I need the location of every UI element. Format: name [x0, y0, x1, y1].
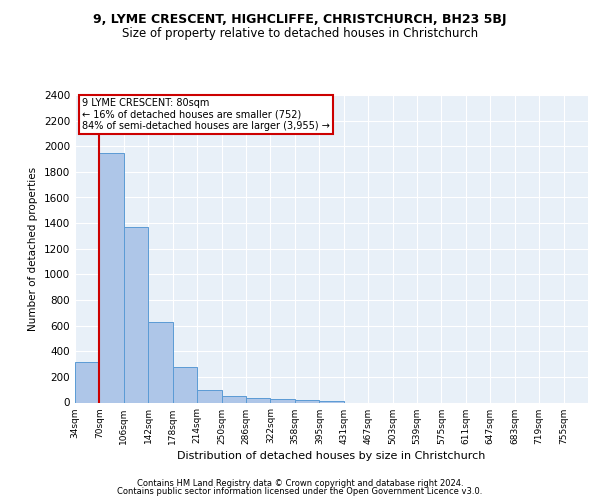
- Y-axis label: Number of detached properties: Number of detached properties: [28, 166, 38, 331]
- Bar: [197, 390, 221, 402]
- Bar: [75, 362, 100, 403]
- Bar: [148, 322, 173, 402]
- Bar: [295, 400, 319, 402]
- Bar: [173, 366, 197, 402]
- Bar: [246, 398, 271, 402]
- Text: Contains HM Land Registry data © Crown copyright and database right 2024.: Contains HM Land Registry data © Crown c…: [137, 478, 463, 488]
- X-axis label: Distribution of detached houses by size in Christchurch: Distribution of detached houses by size …: [178, 450, 485, 460]
- Bar: [271, 399, 295, 402]
- Bar: [100, 152, 124, 402]
- Text: Contains public sector information licensed under the Open Government Licence v3: Contains public sector information licen…: [118, 487, 482, 496]
- Text: 9, LYME CRESCENT, HIGHCLIFFE, CHRISTCHURCH, BH23 5BJ: 9, LYME CRESCENT, HIGHCLIFFE, CHRISTCHUR…: [93, 12, 507, 26]
- Bar: [221, 396, 246, 402]
- Bar: [124, 227, 148, 402]
- Text: Size of property relative to detached houses in Christchurch: Size of property relative to detached ho…: [122, 28, 478, 40]
- Bar: [319, 400, 344, 402]
- Text: 9 LYME CRESCENT: 80sqm
← 16% of detached houses are smaller (752)
84% of semi-de: 9 LYME CRESCENT: 80sqm ← 16% of detached…: [82, 98, 330, 131]
